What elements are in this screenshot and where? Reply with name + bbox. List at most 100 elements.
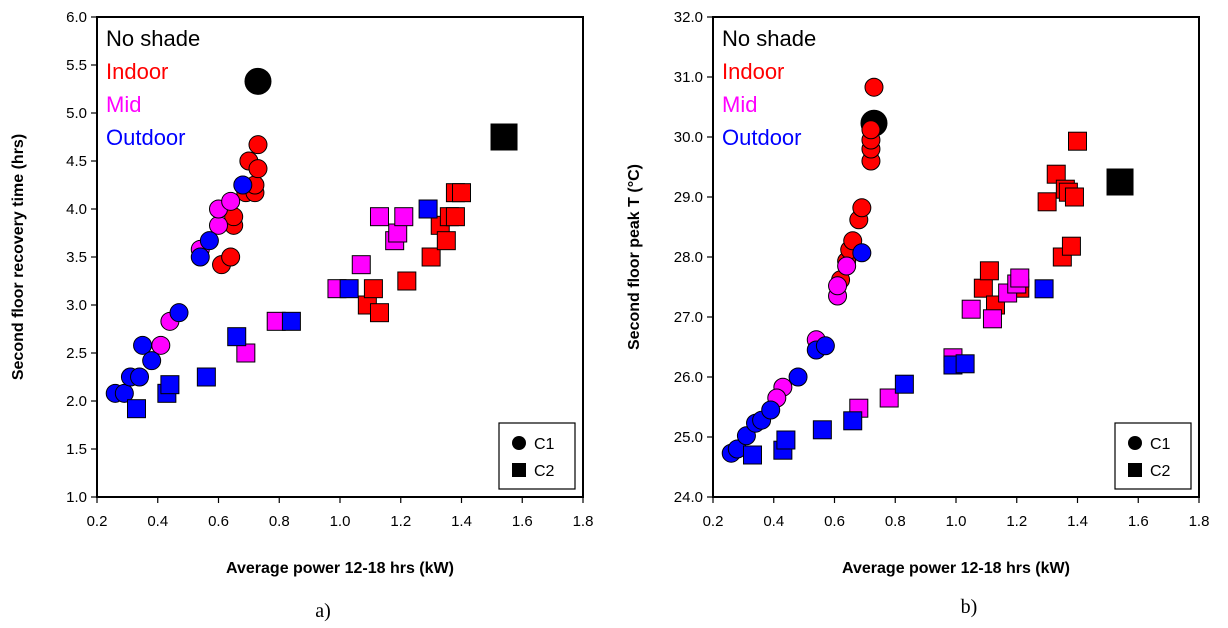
data-points-b (721, 77, 1134, 465)
legend-label: C1 (1150, 436, 1171, 453)
caption-a: a) (315, 600, 331, 622)
y-axis-label-a: Second floor recovery time (hrs) (10, 134, 27, 380)
data-point-circle (190, 247, 210, 267)
data-point-square (196, 367, 216, 387)
data-point-square (1068, 131, 1087, 151)
data-point-square (388, 223, 408, 243)
group-annotation: Indoor (106, 59, 168, 84)
data-point-circle (142, 351, 162, 371)
data-point-circle (837, 256, 857, 276)
x-tick-label: 1.8 (573, 513, 594, 530)
y-axis-label-b: Second floor peak T (°C) (626, 164, 643, 350)
data-point-circle (248, 135, 268, 155)
data-point-square (879, 388, 899, 408)
x-tick-label: 1.6 (1128, 513, 1149, 530)
y-tick-label: 25.0 (674, 429, 703, 446)
x-tick-label: 1.2 (390, 513, 411, 530)
data-point-square (363, 279, 383, 299)
data-point-square (955, 354, 975, 374)
data-point-square (979, 261, 999, 281)
data-point-square (227, 327, 247, 347)
data-point-square (339, 279, 359, 299)
group-annotations-b: No shade Indoor Mid Outdoor (722, 26, 816, 150)
data-point-square (351, 255, 371, 275)
data-point-square (894, 374, 914, 394)
x-axis-label-a: Average power 12-18 hrs (kW) (226, 560, 454, 577)
y-tick-label: 24.0 (674, 489, 703, 506)
data-point-circle (815, 336, 835, 356)
group-annotations-a: No shade Indoor Mid Outdoor (106, 26, 200, 150)
y-tick-label: 2.5 (66, 345, 87, 362)
data-point-circle (864, 77, 884, 97)
legend-box (498, 422, 576, 490)
y-tick-labels-a: 1.0 1.5 2.0 2.5 3.0 3.5 4.0 4.5 5.0 5.5 6.0 (66, 9, 97, 506)
x-tick-label: 1.2 (1006, 513, 1027, 530)
group-annotation: Mid (106, 92, 141, 117)
data-point-square (452, 183, 471, 203)
data-point-circle (788, 367, 808, 387)
data-points-a (105, 67, 518, 419)
plot-frame-b (712, 16, 1200, 498)
y-tick-labels-b: 24.0 25.0 26.0 27.0 28.0 29.0 30.0 31.0 32.0 (674, 9, 713, 506)
data-point-circle (221, 247, 241, 267)
data-point-circle (130, 367, 150, 387)
x-tick-label: 0.6 (208, 513, 229, 530)
y-tick-label: 32.0 (674, 9, 703, 26)
group-annotation: No shade (106, 26, 200, 51)
caption-b: b) (961, 596, 978, 618)
data-point-circle (199, 231, 219, 251)
x-tick-label: 0.2 (703, 513, 724, 530)
y-tick-label: 3.0 (66, 297, 87, 314)
data-point-square (1034, 279, 1054, 299)
data-point-square (236, 343, 256, 363)
data-point-square (394, 207, 414, 227)
group-annotation: Outdoor (722, 125, 802, 150)
data-point-circle (133, 335, 153, 355)
y-tick-label: 4.0 (66, 201, 87, 218)
data-point-square (1037, 192, 1057, 212)
x-tick-label: 1.0 (330, 513, 351, 530)
data-point-square (126, 399, 146, 419)
x-tick-label: 1.4 (1067, 513, 1088, 530)
data-point-circle (248, 159, 268, 179)
group-annotation: No shade (722, 26, 816, 51)
x-tick-label: 1.6 (512, 513, 533, 530)
data-point-square (812, 420, 832, 440)
data-point-square (982, 309, 1002, 329)
y-tick-label: 30.0 (674, 129, 703, 146)
x-tick-label: 0.2 (87, 513, 108, 530)
y-tick-label: 6.0 (66, 9, 87, 26)
x-tick-label: 0.8 (885, 513, 906, 530)
data-point-square (445, 207, 465, 227)
data-point-square (1106, 168, 1134, 196)
x-tick-label: 1.8 (1189, 513, 1210, 530)
legend-marker-square (1128, 463, 1142, 477)
data-point-square (843, 411, 863, 431)
x-tick-labels-a: 0.2 0.4 0.6 0.8 1.0 1.2 1.4 1.6 1.8 (87, 497, 594, 530)
x-tick-label: 1.4 (451, 513, 472, 530)
data-point-circle (852, 243, 872, 263)
data-point-square (961, 299, 981, 319)
data-point-square (397, 271, 417, 291)
y-tick-label: 2.0 (66, 393, 87, 410)
data-point-square (281, 311, 301, 331)
legend-a: C1 C2 (498, 422, 576, 490)
legend-label: C2 (534, 463, 555, 480)
y-tick-label: 27.0 (674, 309, 703, 326)
x-tick-label: 1.0 (946, 513, 967, 530)
y-tick-label: 28.0 (674, 249, 703, 266)
y-tick-label: 3.5 (66, 249, 87, 266)
y-tick-label: 31.0 (674, 69, 703, 86)
data-point-circle (761, 400, 781, 420)
data-point-circle (114, 383, 134, 403)
y-tick-label: 4.5 (66, 153, 87, 170)
data-point-square (490, 123, 518, 151)
legend-marker-circle (1128, 436, 1142, 450)
x-tick-label: 0.6 (824, 513, 845, 530)
data-point-square (369, 207, 389, 227)
data-point-circle (852, 198, 872, 218)
group-annotation: Mid (722, 92, 757, 117)
data-point-circle (861, 120, 881, 140)
legend-label: C2 (1150, 463, 1171, 480)
